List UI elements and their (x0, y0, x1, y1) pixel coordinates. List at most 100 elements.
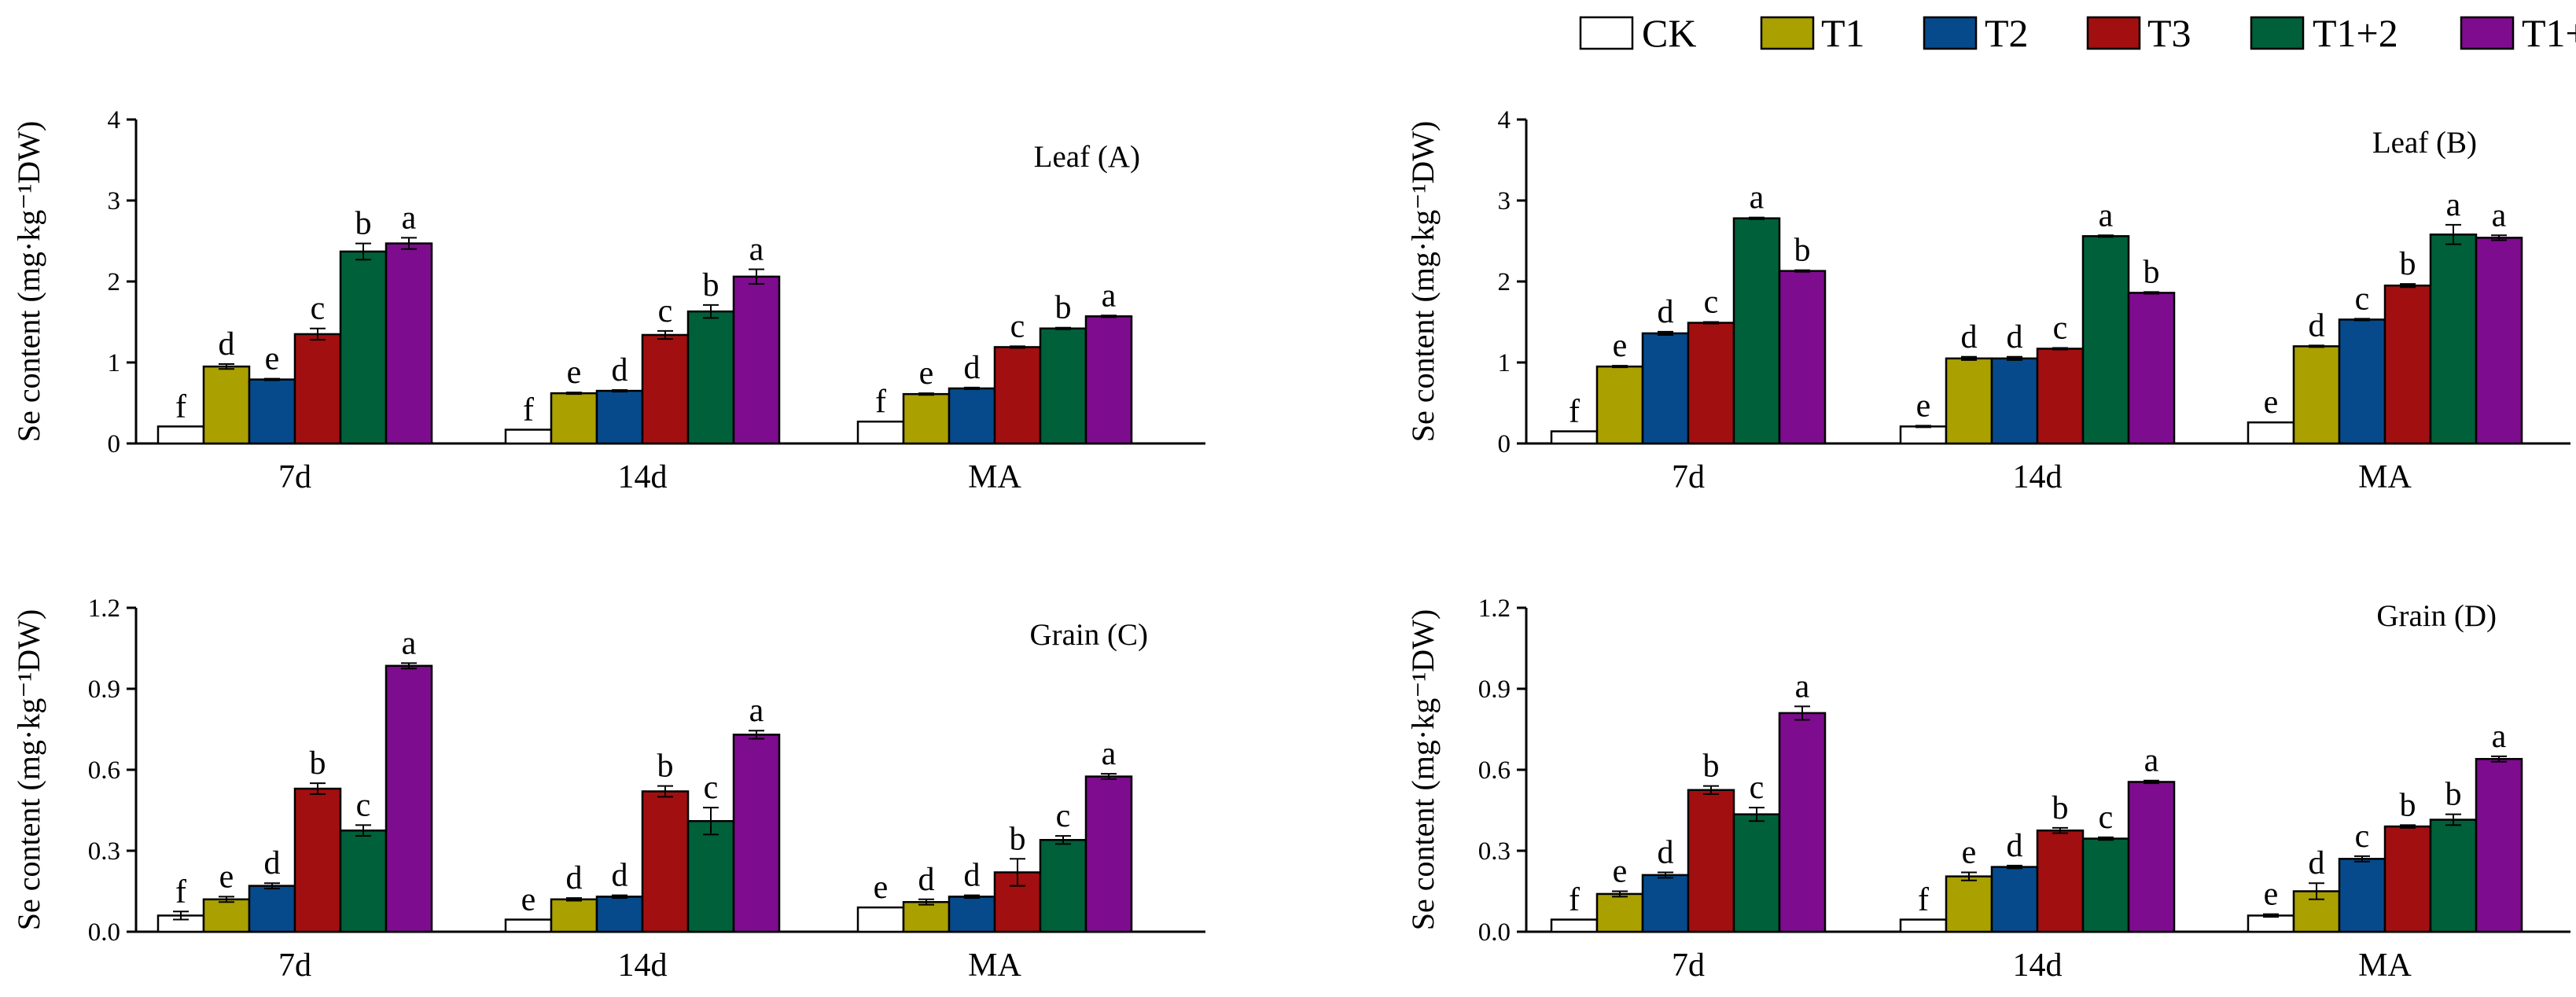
significance-letter: a (2144, 743, 2159, 779)
significance-letter: b (2052, 790, 2069, 826)
significance-letter: e (521, 882, 536, 918)
legend-swatch (1760, 16, 1815, 50)
bar (2429, 234, 2478, 445)
bar (2127, 781, 2176, 933)
bar (641, 333, 690, 445)
category-group: fd ec b a 7d (156, 200, 433, 495)
legend: CK T1 T2 T3 T1+2 T1+3 (1579, 11, 2576, 55)
significance-letter: b (657, 749, 674, 785)
significance-letter: d (2007, 828, 2023, 864)
significance-letter: e (1613, 854, 1628, 890)
significance-letter: e (2264, 384, 2279, 421)
significance-letter: c (1056, 798, 1071, 834)
legend-label: T1 (1821, 11, 1865, 55)
legend-item: T3 (2086, 11, 2191, 55)
significance-letter: c (2355, 819, 2370, 855)
y-axis-label: Se content (mg·kg⁻¹DW) (11, 121, 46, 443)
bar (339, 830, 388, 933)
bar (1945, 357, 1993, 445)
significance-letter: c (1704, 285, 1719, 321)
significance-letter: d (264, 845, 281, 881)
significance-letter: b (2400, 246, 2416, 282)
bar (1945, 875, 1993, 933)
significance-letter: d (2309, 307, 2325, 344)
significance-letter: e (2264, 877, 2279, 913)
significance-letter: d (612, 352, 628, 388)
bar (993, 346, 1042, 445)
bar (2475, 758, 2523, 933)
y-tick-label: 1 (1498, 349, 1511, 377)
significance-letter: e (219, 859, 234, 895)
significance-letter: c (1750, 770, 1765, 806)
bar (902, 392, 951, 445)
bar (1990, 866, 2039, 933)
significance-letter: b (2144, 254, 2160, 290)
significance-letter: d (2007, 319, 2023, 355)
bar (504, 429, 553, 445)
y-tick-label: 0.3 (1478, 837, 1511, 866)
significance-letter: b (2400, 787, 2416, 823)
significance-letter: c (1010, 308, 1025, 344)
bar (948, 896, 996, 933)
bar (2247, 421, 2295, 445)
bar (948, 387, 996, 445)
y-tick-label: 2 (108, 268, 121, 296)
bar (2338, 858, 2386, 933)
significance-letter: c (311, 291, 326, 327)
legend-swatch (2250, 16, 2305, 50)
bar (902, 900, 951, 933)
significance-letter: a (749, 232, 764, 268)
bar (2383, 284, 2432, 445)
y-axis-label: Se content (mg·kg⁻¹DW) (1405, 121, 1441, 443)
significance-letter: f (1918, 882, 1929, 918)
y-tick-label: 0.0 (1478, 918, 1511, 947)
x-category-label: MA (2358, 947, 2412, 984)
bar (732, 275, 781, 445)
bar (856, 906, 905, 933)
significance-letter: b (2445, 777, 2462, 813)
y-tick-label: 4 (108, 106, 121, 134)
bar (1039, 327, 1087, 445)
legend-label: T1+2 (2313, 11, 2398, 55)
bar (1039, 839, 1087, 933)
significance-letter: d (1658, 834, 1674, 870)
x-category-label: 14d (2013, 947, 2063, 984)
legend-swatch (2460, 16, 2515, 50)
x-category-label: 7d (1672, 459, 1705, 495)
significance-letter: f (523, 392, 534, 428)
significance-letter: c (704, 770, 719, 806)
significance-letter: f (175, 874, 186, 910)
legend-item: T1+3 (2460, 11, 2576, 55)
x-category-label: 7d (1672, 947, 1705, 984)
significance-letter: e (874, 870, 889, 906)
significance-letter: a (1795, 668, 1810, 705)
significance-letter: b (310, 745, 326, 782)
significance-letter: c (2355, 281, 2370, 317)
legend-swatch (2086, 16, 2141, 50)
bar (1084, 775, 1133, 933)
bar (156, 425, 205, 445)
x-category-label: MA (2358, 459, 2412, 495)
bar (2127, 292, 2176, 445)
significance-letter: a (402, 200, 417, 236)
x-category-label: MA (968, 947, 1021, 984)
x-category-label: 14d (618, 947, 668, 984)
legend-label: T2 (1985, 11, 2029, 55)
bar (550, 898, 598, 933)
legend-item: CK (1579, 11, 1696, 55)
bar (2036, 348, 2085, 445)
bar (1732, 813, 1781, 933)
y-tick-label: 0.6 (1478, 756, 1511, 785)
bar (385, 664, 433, 933)
bar (1899, 425, 1948, 445)
bar (2292, 345, 2341, 445)
bar (641, 790, 690, 933)
